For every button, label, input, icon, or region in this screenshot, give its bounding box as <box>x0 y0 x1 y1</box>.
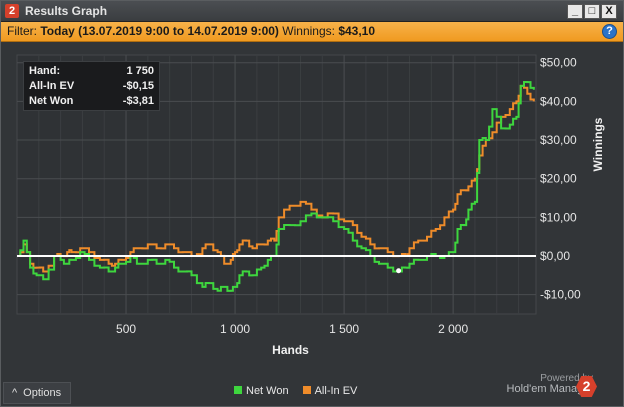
tooltip-all-in-ev-value: -$0,15 <box>122 80 154 92</box>
chart-legend: Net Won All-In EV <box>234 385 357 397</box>
x-tick-label: 1 000 <box>220 322 250 336</box>
powered-by-text: Powered by <box>540 373 593 384</box>
tooltip-hand-value: 1 750 <box>126 65 154 77</box>
y-tick-label: $40,00 <box>540 94 577 108</box>
legend-label-net-won: Net Won <box>246 385 289 397</box>
legend-item-all-in-ev[interactable]: All-In EV <box>302 385 358 397</box>
x-tick-label: 2 000 <box>438 322 468 336</box>
legend-swatch-all-in-ev <box>302 386 311 394</box>
winnings-label: Winnings: <box>282 24 335 38</box>
x-axis-label: Hands <box>272 343 309 357</box>
brand-name: Hold'em Manager <box>506 383 593 395</box>
tooltip-net-won-value: -$3,81 <box>122 95 154 107</box>
maximize-button[interactable]: □ <box>584 4 600 19</box>
y-tick-label: $50,00 <box>540 56 577 70</box>
hm2-logo-icon: 2 <box>576 376 597 397</box>
tooltip-row-hand: Hand: 1 750 <box>29 65 154 80</box>
options-toggle-button[interactable]: ^ Options <box>3 382 71 404</box>
y-axis-label: Winnings <box>591 117 605 171</box>
series-line-all-in-ev[interactable] <box>17 84 535 273</box>
filter-value: Today (13.07.2019 9:00 to 14.07.2019 9:0… <box>40 24 279 38</box>
brand-block: Powered by Hold'em Manager <box>507 373 593 395</box>
y-tick-label: -$10,00 <box>540 288 581 302</box>
app-logo-icon: 2 <box>5 4 19 18</box>
hover-tooltip: Hand: 1 750 All-In EV -$0,15 Net Won -$3… <box>23 61 160 111</box>
tooltip-hand-label: Hand: <box>29 65 61 77</box>
title-bar[interactable]: 2 Results Graph _ □ X <box>1 1 623 22</box>
legend-item-net-won[interactable]: Net Won <box>234 385 289 397</box>
y-tick-label: $10,00 <box>540 210 577 224</box>
y-tick-label: $20,00 <box>540 172 577 186</box>
close-button[interactable]: X <box>601 4 617 19</box>
filter-bar[interactable]: Filter: Today (13.07.2019 9:00 to 14.07.… <box>1 22 623 42</box>
minimize-button[interactable]: _ <box>567 4 583 19</box>
y-tick-label: $30,00 <box>540 133 577 147</box>
tooltip-row-net-won: Net Won -$3,81 <box>29 95 154 110</box>
hovered-point-marker[interactable] <box>396 268 402 274</box>
x-tick-label: 500 <box>116 322 136 336</box>
tooltip-net-won-label: Net Won <box>29 95 74 107</box>
y-tick-label: $0,00 <box>540 249 570 263</box>
filter-label: Filter: <box>7 24 37 38</box>
results-chart[interactable]: 500 1 000 1 500 2 000 -$10,00 $0,00 $10,00 $20,… <box>1 42 623 372</box>
legend-label-all-in-ev: All-In EV <box>314 385 358 397</box>
options-label: Options <box>23 387 62 399</box>
chevron-up-icon: ^ <box>12 387 18 399</box>
x-tick-label: 1 500 <box>329 322 359 336</box>
legend-swatch-net-won <box>234 386 242 394</box>
tooltip-row-all-in-ev: All-In EV -$0,15 <box>29 80 154 95</box>
winnings-value: $43,10 <box>338 24 376 38</box>
window-title: Results Graph <box>25 4 108 18</box>
tooltip-all-in-ev-label: All-In EV <box>29 80 75 92</box>
help-icon[interactable]: ? <box>602 24 617 39</box>
